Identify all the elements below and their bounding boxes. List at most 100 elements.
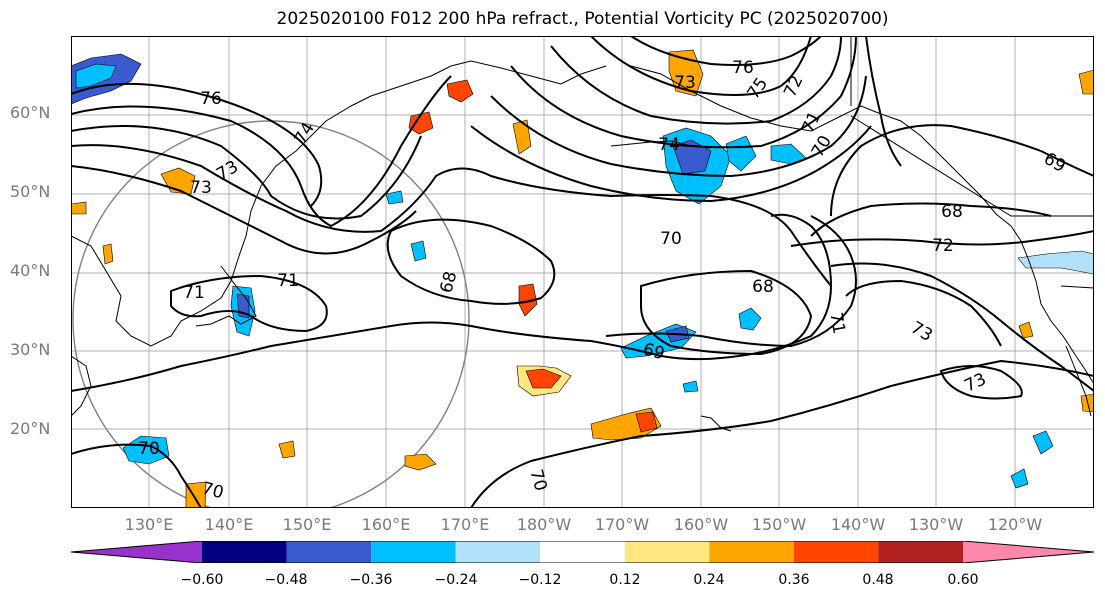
coastline-china bbox=[71, 355, 92, 417]
colorbar-segment bbox=[71, 541, 202, 563]
lon-label-130e: 130°E bbox=[124, 515, 174, 534]
contour-73-west bbox=[71, 125, 422, 220]
contour-71-north bbox=[490, 75, 867, 178]
coastline-hawaii bbox=[700, 415, 732, 432]
colorbar bbox=[71, 541, 1094, 563]
coastline-baja bbox=[1065, 345, 1092, 417]
pv-area bbox=[1018, 321, 1034, 339]
lon-label-160w: 160°W bbox=[673, 515, 729, 534]
pv-area bbox=[518, 283, 538, 317]
contour-70-e-north bbox=[865, 36, 902, 167]
graticule bbox=[71, 36, 1094, 508]
lon-label-180w: 180°W bbox=[516, 515, 572, 534]
pv-area bbox=[1010, 468, 1029, 489]
contour-68-mid bbox=[386, 218, 556, 305]
contour-73-north bbox=[550, 36, 842, 125]
colorbar-tick-label: 0.36 bbox=[778, 572, 810, 588]
lat-label-60n: 60°N bbox=[10, 103, 51, 122]
pv-area bbox=[75, 63, 117, 89]
refractivity-contours bbox=[71, 36, 1094, 508]
colorbar-tick-label: 0.48 bbox=[862, 572, 894, 588]
contour-70-se bbox=[470, 359, 1094, 508]
contour-70-north bbox=[470, 125, 872, 203]
contour-71-ne bbox=[845, 279, 1002, 347]
colorbar-segment bbox=[202, 541, 287, 563]
colorbar-segment bbox=[540, 541, 625, 563]
lon-label-170w: 170°W bbox=[594, 515, 650, 534]
map-panel: 76 74 73 73 71 71 68 70 76 73 75 72 71 7… bbox=[71, 36, 1094, 508]
pv-area bbox=[1078, 69, 1094, 95]
contour-label: 71 bbox=[183, 283, 205, 303]
pv-area bbox=[512, 119, 532, 155]
colorbar-segment bbox=[624, 541, 710, 563]
pv-area bbox=[408, 111, 434, 135]
coastline-alaska bbox=[630, 65, 1094, 385]
colorbar-segment bbox=[455, 541, 541, 563]
lon-label-150w: 150°W bbox=[751, 515, 807, 534]
colorbar-tick-label: 0.24 bbox=[693, 572, 725, 588]
colorbar-tick-label: 0.12 bbox=[609, 572, 641, 588]
lon-label-160e: 160°E bbox=[361, 515, 411, 534]
contour-label: 68 bbox=[752, 277, 774, 297]
pv-area bbox=[385, 190, 404, 205]
border-us-mexico bbox=[1060, 285, 1094, 289]
contour-69-ne bbox=[830, 124, 1094, 217]
pv-area bbox=[1032, 430, 1054, 455]
colorbar-segment bbox=[963, 541, 1094, 563]
lat-label-20n: 20°N bbox=[10, 419, 51, 438]
contour-71-japan bbox=[170, 274, 328, 333]
contour-label: 71 bbox=[825, 311, 848, 336]
contour-label: 73 bbox=[674, 73, 696, 93]
contour-75-north bbox=[590, 36, 812, 96]
map-background bbox=[71, 36, 1094, 508]
pv-area bbox=[410, 240, 427, 262]
pv-positive-areas bbox=[71, 49, 1094, 508]
pv-area bbox=[404, 453, 437, 471]
coastline-japan bbox=[195, 265, 257, 327]
colorbar-segment bbox=[709, 541, 794, 563]
contour-73-se bbox=[939, 365, 1023, 400]
contour-label: 72 bbox=[932, 236, 954, 256]
lat-label-50n: 50°N bbox=[10, 182, 51, 201]
lon-label-150e: 150°E bbox=[282, 515, 332, 534]
contour-69-east bbox=[605, 215, 857, 348]
pv-area bbox=[738, 307, 762, 331]
pv-area bbox=[185, 481, 207, 508]
pv-area bbox=[635, 411, 658, 433]
lon-label-140w: 140°W bbox=[830, 515, 886, 534]
contour-label: 70 bbox=[138, 439, 160, 459]
contour-72-north bbox=[510, 36, 857, 149]
contour-label: 71 bbox=[277, 271, 299, 291]
colorbar-segment bbox=[371, 541, 456, 563]
contour-label: 76 bbox=[732, 58, 754, 78]
contour-73-ne bbox=[830, 262, 1094, 392]
colorbar-segment bbox=[793, 541, 879, 563]
colorbar-tick-label: −0.12 bbox=[518, 572, 562, 588]
colorbar-tick-label: −0.36 bbox=[349, 572, 393, 588]
pv-area bbox=[682, 380, 699, 393]
pv-area bbox=[71, 201, 87, 215]
colorbar-tick-label: −0.60 bbox=[180, 572, 224, 588]
colorbar-tick-label: 0.60 bbox=[947, 572, 979, 588]
lon-label-120w: 120°W bbox=[987, 515, 1043, 534]
colorbar-tick-label: −0.48 bbox=[264, 572, 308, 588]
colorbar-tick-label: −0.24 bbox=[434, 572, 478, 588]
contour-70-south bbox=[71, 443, 202, 508]
contour-label: 70 bbox=[660, 229, 682, 249]
lon-label-130w: 130°W bbox=[908, 515, 964, 534]
contour-70-main bbox=[71, 213, 833, 392]
pv-area bbox=[278, 440, 296, 459]
contour-68-ne bbox=[810, 202, 1052, 237]
contour-76-west bbox=[71, 82, 323, 207]
colorbar-segment bbox=[878, 541, 963, 563]
contour-label: 76 bbox=[200, 89, 222, 109]
lat-label-40n: 40°N bbox=[10, 261, 51, 280]
lon-label-140e: 140°E bbox=[204, 515, 254, 534]
contour-label: 73 bbox=[190, 178, 212, 198]
lon-label-170e: 170°E bbox=[440, 515, 490, 534]
contour-label: 68 bbox=[941, 202, 963, 222]
contour-72-ne bbox=[790, 230, 1094, 247]
contour-label: 74 bbox=[658, 135, 680, 155]
contour-74-west bbox=[71, 75, 452, 228]
contour-72-west bbox=[71, 144, 832, 287]
